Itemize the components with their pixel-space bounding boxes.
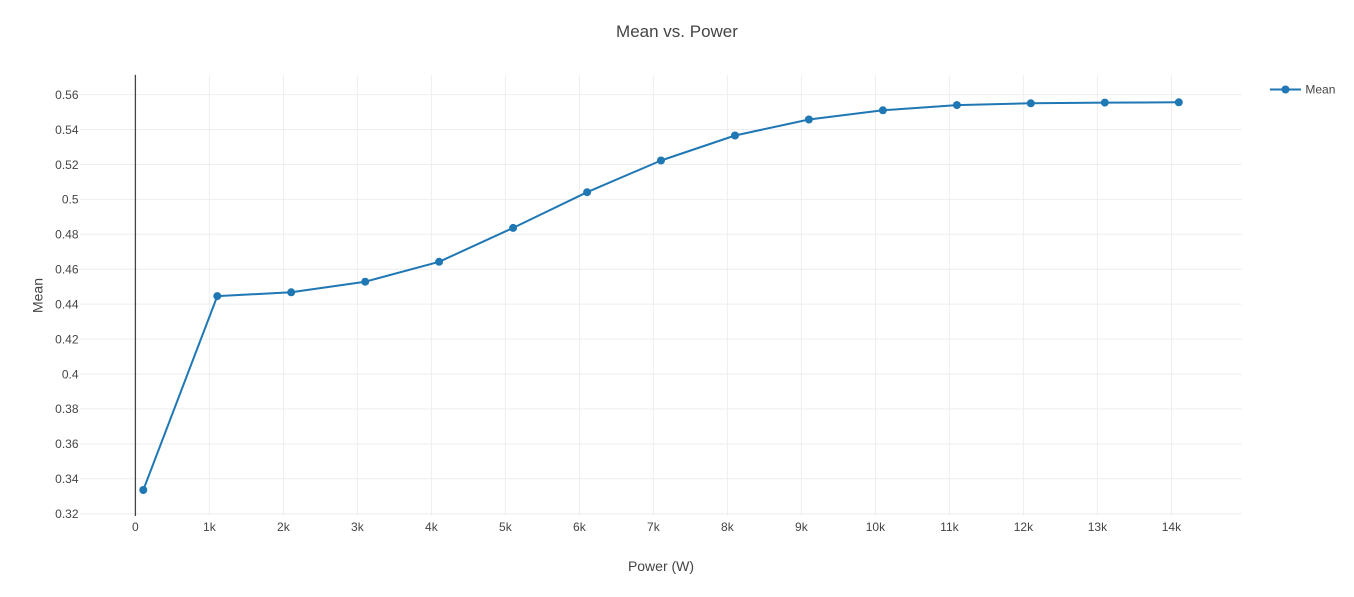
svg-text:0.34: 0.34 [55, 472, 79, 486]
svg-text:2k: 2k [277, 520, 291, 534]
svg-text:1k: 1k [203, 520, 217, 534]
svg-text:0.54: 0.54 [55, 123, 79, 137]
svg-text:0.44: 0.44 [55, 297, 79, 311]
svg-text:3k: 3k [351, 520, 365, 534]
svg-text:0.42: 0.42 [55, 332, 79, 346]
svg-text:5k: 5k [499, 520, 513, 534]
svg-text:12k: 12k [1014, 520, 1034, 534]
svg-text:13k: 13k [1088, 520, 1108, 534]
svg-text:Mean vs. Power: Mean vs. Power [616, 22, 738, 41]
svg-text:0.5: 0.5 [62, 193, 79, 207]
svg-text:0.38: 0.38 [55, 402, 79, 416]
svg-text:4k: 4k [425, 520, 439, 534]
svg-text:0: 0 [132, 520, 139, 534]
svg-text:6k: 6k [573, 520, 587, 534]
svg-text:0.4: 0.4 [62, 367, 79, 381]
svg-text:8k: 8k [721, 520, 735, 534]
svg-text:0.36: 0.36 [55, 437, 79, 451]
svg-text:0.56: 0.56 [55, 88, 79, 102]
svg-text:0.46: 0.46 [55, 263, 79, 277]
svg-text:0.32: 0.32 [55, 507, 79, 521]
svg-text:11k: 11k [940, 520, 959, 534]
svg-text:7k: 7k [647, 520, 661, 534]
svg-text:Power (W): Power (W) [628, 558, 694, 574]
svg-text:9k: 9k [795, 520, 809, 534]
svg-text:Mean: Mean [29, 278, 45, 313]
svg-text:0.48: 0.48 [55, 228, 79, 242]
svg-text:0.52: 0.52 [55, 158, 79, 172]
svg-text:Mean: Mean [1305, 83, 1335, 97]
svg-text:10k: 10k [866, 520, 886, 534]
svg-text:14k: 14k [1162, 520, 1182, 534]
